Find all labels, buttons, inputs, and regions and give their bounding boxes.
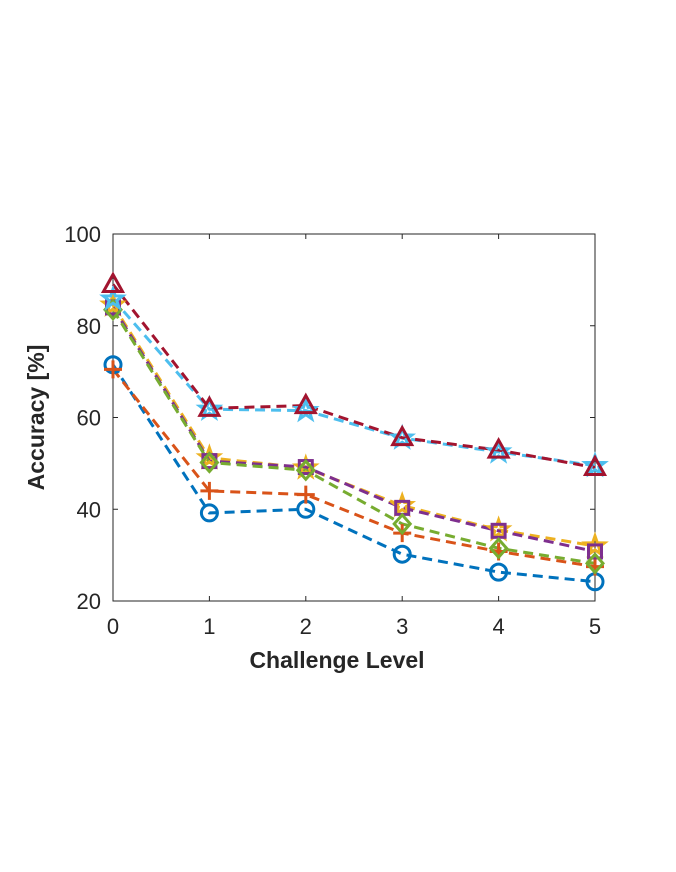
data-point-star [195, 394, 224, 422]
series-lines [111, 283, 596, 584]
x-tick-label: 2 [300, 614, 312, 639]
data-point-diamond [584, 552, 606, 575]
data-point-triangle [582, 454, 608, 477]
y-axis-label: Accuracy [%] [23, 345, 49, 491]
series-line-5 [111, 308, 596, 565]
data-point-star [581, 531, 609, 558]
axis-ticks: 0 1 2 3 4 5 20 40 60 80 100 [64, 222, 601, 639]
series-line-1 [111, 363, 596, 584]
data-point-triangle [390, 424, 415, 447]
series-markers [99, 271, 609, 592]
plot-area [112, 233, 596, 602]
data-point-diamond [295, 458, 316, 482]
x-tick-label: 0 [107, 614, 119, 639]
data-point-plus [296, 485, 315, 504]
data-point-triangle [197, 395, 222, 417]
y-tick-label: 80 [77, 314, 101, 339]
data-point-diamond [392, 512, 413, 536]
x-tick-label: 5 [589, 614, 601, 639]
data-point-diamond [199, 451, 220, 474]
series-line-7 [111, 283, 596, 469]
data-point-circle [489, 562, 509, 582]
data-point-star [388, 423, 417, 450]
data-point-plus [200, 481, 219, 500]
y-tick-label: 20 [77, 589, 101, 614]
series-line-2 [111, 368, 596, 569]
data-point-circle [199, 503, 219, 523]
data-point-star [581, 451, 609, 478]
data-point-plus [104, 360, 122, 379]
data-point-star [99, 284, 127, 311]
series-line-3 [111, 304, 596, 548]
data-point-diamond [488, 536, 509, 560]
x-tick-label: 3 [396, 614, 408, 639]
data-point-triangle [293, 392, 318, 415]
data-point-triangle [486, 436, 511, 459]
y-tick-label: 40 [77, 497, 101, 522]
x-tick-label: 4 [492, 614, 504, 639]
x-tick-label: 1 [203, 614, 215, 639]
x-axis-label: Challenge Level [249, 647, 424, 673]
data-point-square [587, 543, 603, 560]
y-tick-label: 60 [77, 406, 101, 431]
data-point-triangle [100, 271, 126, 293]
y-tick-label: 100 [64, 222, 101, 247]
data-point-circle [392, 544, 412, 564]
